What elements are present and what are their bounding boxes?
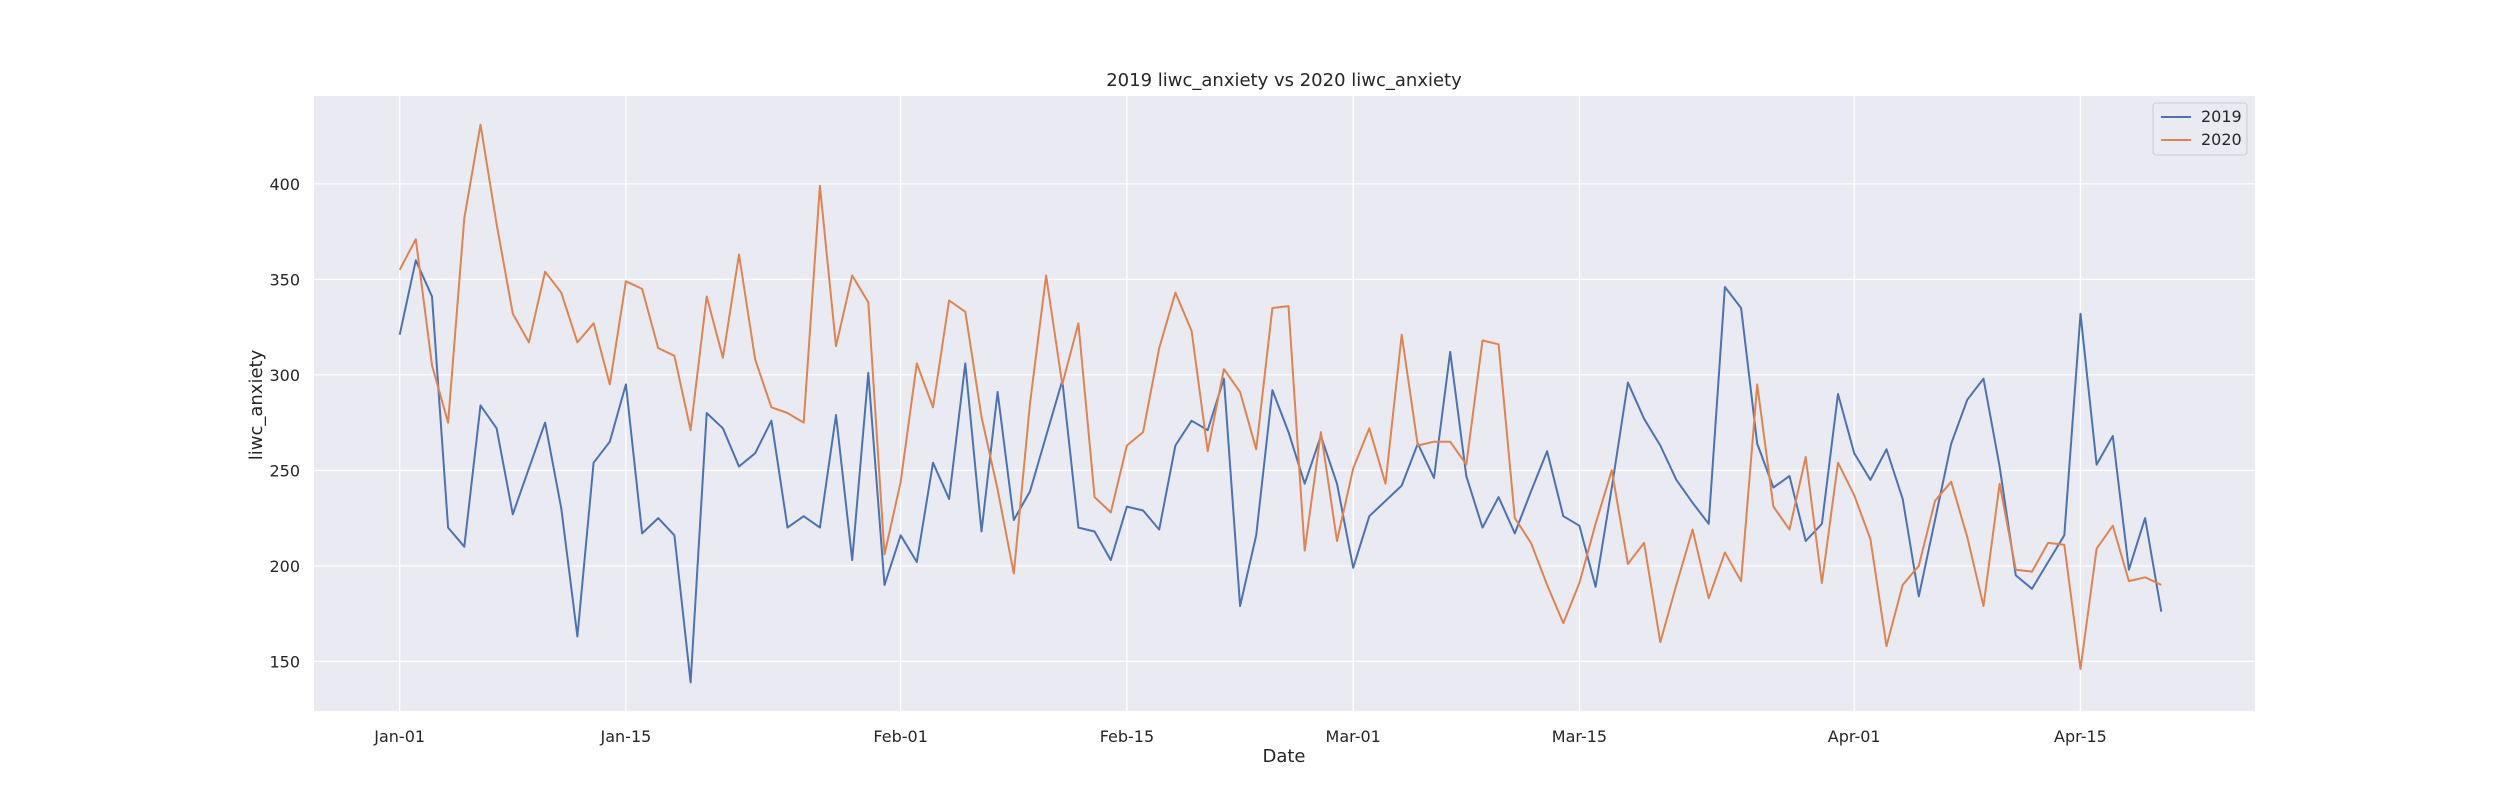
series-lines (398, 123, 2163, 684)
y-tick-label: 300 (269, 366, 300, 385)
x-axis-ticks: Jan-01 Jan-15 Feb-01 Feb-15 Mar-01 Mar-15 Apr-… (373, 727, 2107, 746)
legend: 2019 2020 (2152, 102, 2248, 156)
x-tick-label: Feb-15 (1100, 727, 1154, 746)
y-tick-label: 150 (269, 652, 300, 671)
x-tick-label: Feb-01 (873, 727, 927, 746)
legend-label-2019: 2019 (2201, 107, 2242, 126)
x-axis-label: Date (1262, 746, 1305, 767)
y-tick-label: 250 (269, 461, 300, 480)
x-tick-label: Jan-15 (600, 727, 652, 746)
y-axis-ticks: 150 200 250 300 350 400 (269, 175, 300, 671)
x-tick-label: Apr-15 (2054, 727, 2107, 746)
x-tick-label: Mar-15 (1552, 727, 1607, 746)
y-axis-label: liwc_anxiety (246, 349, 267, 460)
x-tick-label: Jan-01 (373, 727, 425, 746)
x-tick-label: Mar-01 (1326, 727, 1381, 746)
y-tick-label: 400 (269, 175, 300, 194)
series-line-2020 (398, 123, 2162, 670)
y-tick-label: 350 (269, 270, 300, 289)
grid-lines (314, 96, 2255, 711)
plot-area (314, 96, 2255, 711)
x-tick-label: Apr-01 (1828, 727, 1881, 746)
series-line-2019 (398, 259, 2163, 684)
y-tick-label: 200 (269, 557, 300, 576)
chart-title: 2019 liwc_anxiety vs 2020 liwc_anxiety (1106, 70, 1462, 91)
legend-label-2020: 2020 (2201, 130, 2242, 149)
